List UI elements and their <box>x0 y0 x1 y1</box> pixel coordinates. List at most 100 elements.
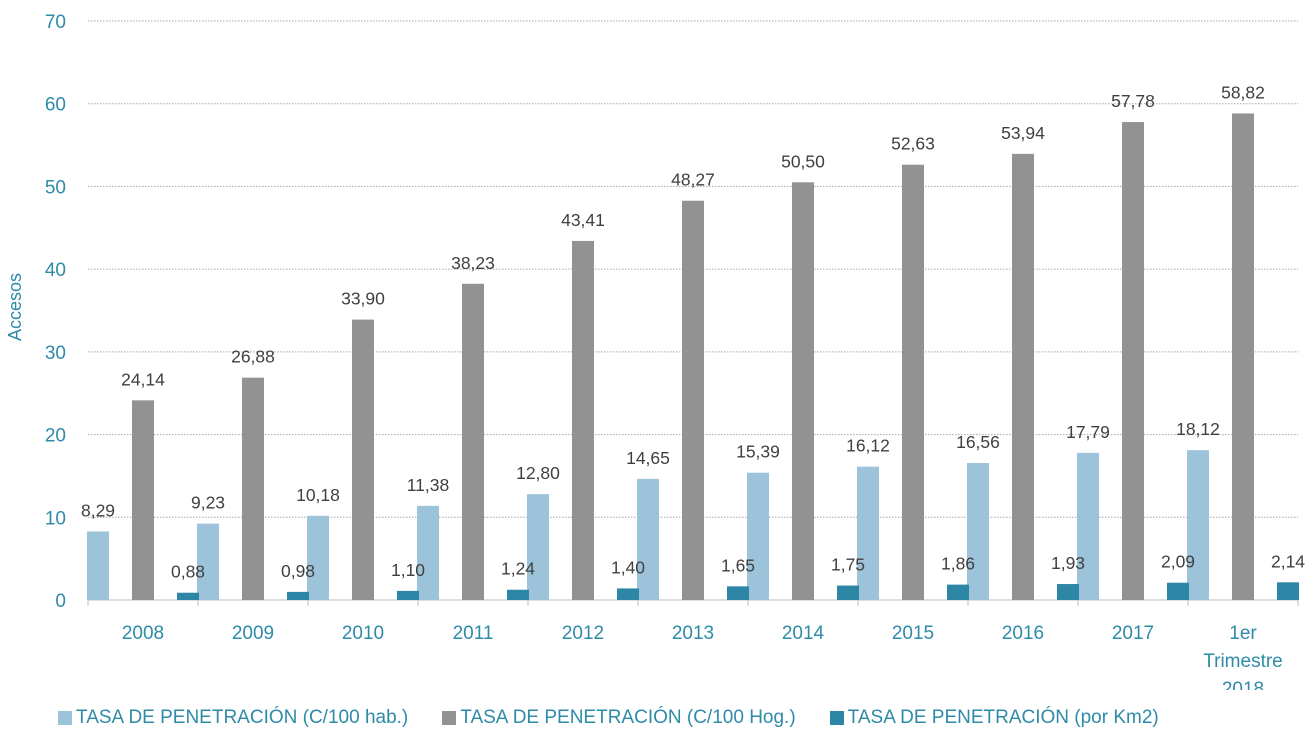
data-label: 1,24 <box>501 559 535 579</box>
data-label: 16,12 <box>846 436 890 456</box>
legend-item: TASA DE PENETRACIÓN (C/100 Hog.) <box>442 707 796 729</box>
data-label: 15,39 <box>736 442 780 462</box>
data-label: 38,23 <box>451 253 495 273</box>
bar <box>837 585 859 600</box>
data-label: 26,88 <box>231 347 275 367</box>
y-axis-title: Accesos <box>5 273 25 341</box>
bar <box>462 283 484 600</box>
bar <box>682 200 704 600</box>
data-label: 11,38 <box>407 475 450 495</box>
bar <box>1012 153 1034 600</box>
data-label: 14,65 <box>626 448 670 468</box>
bar <box>197 523 219 600</box>
data-label: 16,56 <box>956 432 1000 452</box>
y-tick-label: 0 <box>55 591 66 612</box>
x-tick-label: 2016 <box>1002 623 1044 644</box>
data-label: 50,50 <box>781 151 825 171</box>
legend-label: TASA DE PENETRACIÓN (C/100 Hog.) <box>460 707 796 728</box>
bar <box>132 400 154 600</box>
y-tick-label: 50 <box>45 177 66 198</box>
x-tick-label: 2013 <box>672 623 714 644</box>
bar <box>967 463 989 600</box>
data-label: 57,78 <box>1111 91 1155 111</box>
data-label: 2,09 <box>1161 552 1195 572</box>
bar <box>417 505 439 600</box>
bar <box>1122 122 1144 601</box>
bar <box>87 531 109 600</box>
legend-swatch <box>58 711 72 725</box>
data-label: 43,41 <box>561 210 605 230</box>
data-label: 1,93 <box>1051 553 1085 573</box>
bar <box>747 472 769 600</box>
bar <box>727 586 749 600</box>
bar <box>507 589 529 600</box>
data-label: 1,75 <box>831 555 865 575</box>
y-tick-label: 30 <box>45 343 66 364</box>
data-label: 8,29 <box>81 500 115 520</box>
data-labels: 8,29 9,23 10,18 11,38 12,80 14,65 15,39 16,12 16… <box>81 82 1305 581</box>
x-tick-label: 2018 <box>1222 679 1264 690</box>
data-label: 0,98 <box>281 561 315 581</box>
y-tick-label: 70 <box>45 12 66 33</box>
grid-lines <box>88 20 1298 518</box>
data-label: 1,65 <box>721 555 755 575</box>
bar <box>527 494 549 600</box>
bar <box>1187 450 1209 600</box>
data-label: 52,63 <box>891 134 935 154</box>
x-tick-label: 2015 <box>892 623 934 644</box>
data-label: 2,14 <box>1271 551 1305 571</box>
data-label: 53,94 <box>1001 123 1045 143</box>
data-label: 10,18 <box>296 485 340 505</box>
x-tick-label: 2009 <box>232 623 274 644</box>
bar <box>857 466 879 600</box>
bar <box>947 584 969 600</box>
x-tick-label: 2014 <box>782 623 825 644</box>
data-label: 1,10 <box>391 560 425 580</box>
bar <box>287 591 309 600</box>
legend-swatch <box>442 711 457 725</box>
legend-item: TASA DE PENETRACIÓN (por Km2) <box>829 707 1159 729</box>
legend-label: TASA DE PENETRACIÓN (por Km2) <box>847 707 1159 728</box>
legend-swatch <box>829 711 844 725</box>
data-label: 17,79 <box>1066 422 1110 442</box>
data-label: 1,86 <box>941 554 975 574</box>
data-label: 24,14 <box>121 369 165 389</box>
x-tick-label: 2010 <box>342 623 384 644</box>
bar <box>1167 582 1189 600</box>
bar <box>1277 582 1299 600</box>
bar <box>307 515 329 600</box>
bar-chart: 0 10 20 30 40 50 60 70 2008 2009 2010 2011 2012 2013 2… <box>5 12 1305 690</box>
bar <box>617 588 639 600</box>
y-tick-label: 60 <box>45 95 66 116</box>
x-tick-label: 2011 <box>453 623 494 644</box>
bar <box>792 182 814 601</box>
x-tick-label: 2008 <box>122 623 164 644</box>
bars <box>87 113 1299 601</box>
x-tick-label: 2017 <box>1112 623 1154 644</box>
bar <box>177 592 199 600</box>
data-label: 1,40 <box>611 557 645 577</box>
data-label: 9,23 <box>191 493 225 513</box>
bar <box>1057 584 1079 600</box>
bar <box>902 164 924 600</box>
y-tick-label: 40 <box>45 260 66 281</box>
legend: TASA DE PENETRACIÓN (C/100 hab.) TASA DE … <box>58 705 1193 731</box>
data-label: 48,27 <box>671 170 715 190</box>
x-tick-label: 1er <box>1229 623 1257 644</box>
x-tick-label: Trimestre <box>1203 651 1283 672</box>
bar <box>242 377 264 600</box>
bar <box>572 240 594 600</box>
bar <box>397 590 419 600</box>
bar <box>1232 113 1254 600</box>
data-label: 0,88 <box>171 562 205 582</box>
bar <box>352 319 374 600</box>
legend-item: TASA DE PENETRACIÓN (C/100 hab.) <box>58 707 408 729</box>
legend-label: TASA DE PENETRACIÓN (C/100 hab.) <box>76 707 409 728</box>
bar <box>637 478 659 600</box>
data-label: 12,80 <box>516 463 560 483</box>
y-tick-label: 10 <box>45 508 66 529</box>
data-label: 58,82 <box>1221 82 1265 102</box>
data-label: 33,90 <box>341 289 385 309</box>
data-label: 18,12 <box>1176 419 1220 439</box>
x-tick-label: 2012 <box>562 623 604 644</box>
